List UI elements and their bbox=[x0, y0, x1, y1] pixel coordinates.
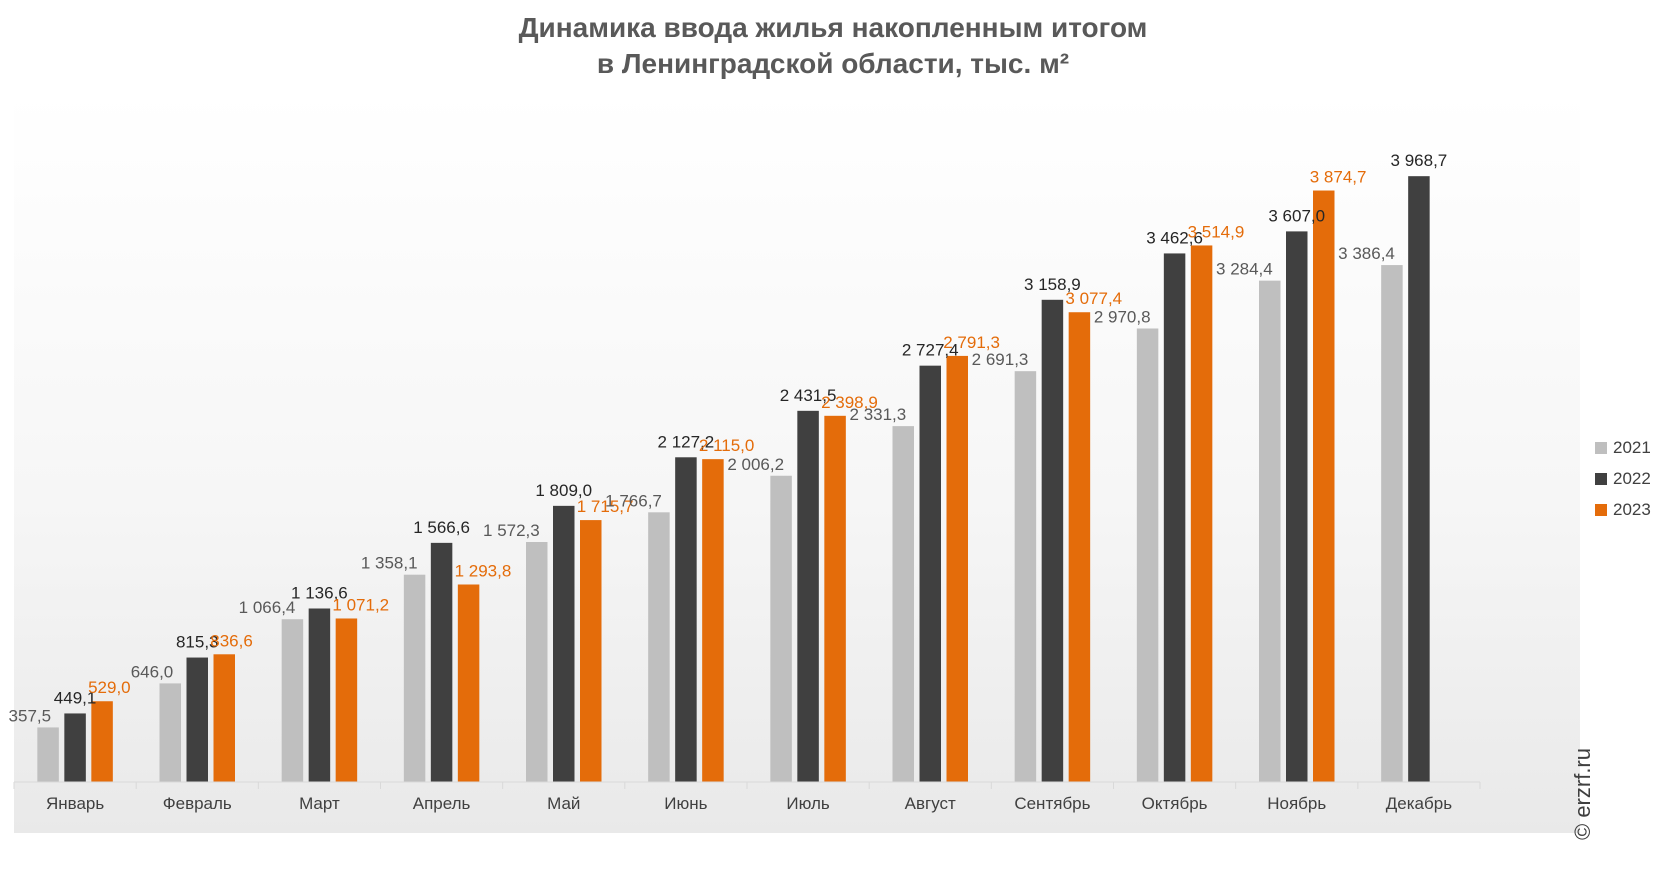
data-label-2021-month-8: 2 331,3 bbox=[850, 405, 907, 424]
bar-2021-month-8 bbox=[892, 426, 914, 782]
data-label-2022-month-1: 449,1 bbox=[54, 688, 97, 707]
data-label-2023-month-6: 2 115,0 bbox=[699, 436, 754, 455]
legend-label-2021: 2021 bbox=[1613, 437, 1651, 457]
bar-2023-month-9 bbox=[1068, 312, 1091, 782]
data-label-2022-month-8: 2 727,4 bbox=[902, 341, 959, 360]
legend: 2021 2022 2023 bbox=[1595, 432, 1651, 525]
data-label-2023-month-7: 2 398,9 bbox=[821, 393, 878, 412]
x-tick-label-10: Октябрь bbox=[1142, 794, 1208, 813]
data-label-2023-month-1: 529,0 bbox=[88, 678, 131, 697]
legend-item-2021: 2021 bbox=[1595, 432, 1651, 463]
data-label-2021-month-4: 1 358,1 bbox=[361, 554, 418, 573]
data-label-2023-month-8: 2 791,3 bbox=[943, 333, 1000, 352]
x-tick-label-1: Январь bbox=[46, 794, 104, 813]
bar-2021-month-5 bbox=[526, 541, 548, 782]
x-tick-label-7: Июль bbox=[786, 794, 830, 813]
data-label-2022-month-12: 3 968,7 bbox=[1391, 151, 1448, 170]
data-label-2021-month-7: 2 006,2 bbox=[727, 455, 784, 474]
data-label-2021-month-9: 2 691,3 bbox=[972, 350, 1029, 369]
legend-item-2022: 2022 bbox=[1595, 463, 1651, 494]
data-label-2021-month-12: 3 386,4 bbox=[1338, 244, 1395, 263]
data-label-2021-month-5: 1 572,3 bbox=[483, 521, 540, 540]
data-label-2023-month-11: 3 874,7 bbox=[1310, 168, 1367, 187]
x-tick-label-8: Август bbox=[905, 794, 956, 813]
bar-2023-month-3 bbox=[335, 618, 358, 782]
data-label-2023-month-3: 1 071,2 bbox=[332, 595, 389, 614]
bar-2021-month-12 bbox=[1381, 265, 1403, 782]
data-label-2022-month-2: 815,3 bbox=[176, 633, 219, 652]
data-label-2023-month-5: 1 715,7 bbox=[577, 497, 634, 516]
bar-2022-month-1 bbox=[64, 713, 86, 782]
legend-label-2022: 2022 bbox=[1613, 468, 1651, 488]
data-label-2022-month-11: 3 607,0 bbox=[1268, 206, 1325, 225]
data-label-2022-month-7: 2 431,5 bbox=[780, 386, 837, 405]
chart-title: Динамика ввода жилья накопленным итогом … bbox=[518, 12, 1148, 79]
bar-2023-month-4 bbox=[457, 584, 480, 782]
bar-2021-month-4 bbox=[403, 574, 426, 782]
data-label-2022-month-5: 1 809,0 bbox=[535, 481, 592, 500]
legend-item-2023: 2023 bbox=[1595, 494, 1651, 525]
bar-2022-month-2 bbox=[186, 657, 208, 782]
data-label-2022-month-9: 3 158,9 bbox=[1024, 275, 1081, 294]
bar-2022-month-11 bbox=[1286, 231, 1308, 782]
data-label-2022-month-3: 1 136,6 bbox=[291, 583, 348, 602]
x-tick-label-11: Ноябрь bbox=[1267, 794, 1326, 813]
legend-swatch-2023 bbox=[1595, 503, 1607, 516]
data-label-2021-month-11: 3 284,4 bbox=[1216, 260, 1273, 279]
bar-2022-month-12 bbox=[1408, 176, 1430, 782]
bar-2021-month-7 bbox=[770, 475, 792, 782]
bar-2022-month-4 bbox=[430, 542, 453, 782]
bar-2021-month-6 bbox=[648, 512, 670, 782]
bar-2022-month-9 bbox=[1041, 299, 1064, 782]
data-label-2021-month-10: 2 970,8 bbox=[1094, 308, 1151, 327]
bar-2023-month-2 bbox=[213, 654, 235, 782]
bar-2023-month-7 bbox=[824, 415, 846, 782]
bar-2022-month-10 bbox=[1163, 253, 1186, 783]
data-label-2023-month-9: 3 077,4 bbox=[1065, 289, 1122, 308]
x-tick-label-12: Декабрь bbox=[1386, 794, 1452, 813]
bar-2021-month-3 bbox=[281, 619, 304, 782]
data-label-2021-month-2: 646,0 bbox=[131, 662, 174, 681]
data-label-2023-month-10: 3 514,9 bbox=[1188, 222, 1245, 241]
bar-2022-month-5 bbox=[553, 505, 575, 782]
bar-2022-month-6 bbox=[675, 457, 697, 782]
x-tick-label-9: Сентябрь bbox=[1014, 794, 1090, 813]
bar-2023-month-8 bbox=[946, 355, 968, 782]
bar-2021-month-2 bbox=[159, 683, 181, 782]
data-label-2022-month-6: 2 127,2 bbox=[658, 432, 715, 451]
bar-2022-month-8 bbox=[919, 365, 941, 782]
x-tick-label-5: Май bbox=[547, 794, 580, 813]
watermark: © erzrf.ru bbox=[1570, 748, 1595, 840]
bar-2023-month-6 bbox=[702, 459, 724, 782]
legend-label-2023: 2023 bbox=[1613, 499, 1651, 519]
bar-2021-month-9 bbox=[1014, 371, 1037, 782]
x-tick-label-3: Март bbox=[299, 794, 340, 813]
bar-2021-month-10 bbox=[1136, 328, 1159, 782]
bar-2023-month-10 bbox=[1190, 245, 1213, 783]
data-label-2022-month-4: 1 566,6 bbox=[413, 518, 470, 537]
data-label-2023-month-4: 1 293,8 bbox=[455, 562, 512, 581]
data-label-2023-month-2: 836,6 bbox=[210, 631, 253, 650]
bar-2022-month-7 bbox=[797, 410, 819, 782]
legend-swatch-2021 bbox=[1595, 441, 1607, 454]
legend-swatch-2022 bbox=[1595, 472, 1607, 485]
x-tick-label-2: Февраль bbox=[163, 794, 232, 813]
data-label-2021-month-3: 1 066,4 bbox=[239, 598, 296, 617]
bar-2023-month-1 bbox=[91, 701, 113, 782]
bar-2021-month-1 bbox=[37, 727, 59, 782]
bar-2021-month-11 bbox=[1259, 280, 1281, 782]
data-label-2022-month-10: 3 462,6 bbox=[1146, 228, 1203, 247]
bar-2023-month-5 bbox=[580, 520, 602, 782]
x-tick-label-4: Апрель bbox=[413, 794, 471, 813]
x-tick-label-6: Июнь bbox=[664, 794, 707, 813]
bar-2022-month-3 bbox=[308, 608, 331, 782]
bar-2023-month-11 bbox=[1313, 190, 1335, 782]
data-label-2021-month-6: 1 766,7 bbox=[605, 491, 662, 510]
data-label-2021-month-1: 357,5 bbox=[9, 706, 52, 725]
